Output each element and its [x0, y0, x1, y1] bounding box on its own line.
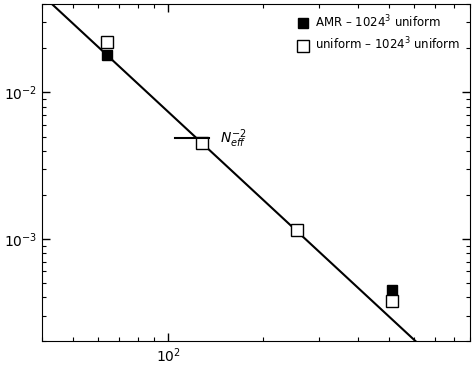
- Legend: $N_{eff}^{-2}$: $N_{eff}^{-2}$: [169, 122, 253, 156]
